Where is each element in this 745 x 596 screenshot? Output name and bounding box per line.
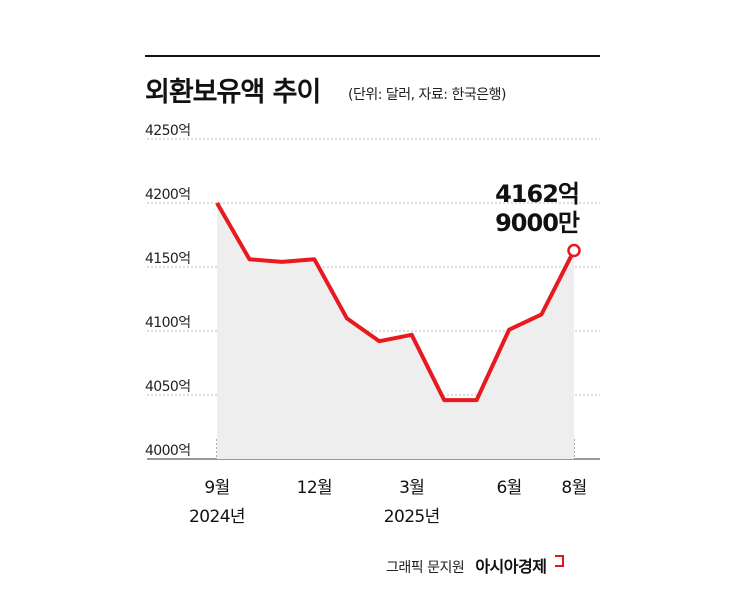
credit-brand: 아시아경제 bbox=[475, 557, 547, 576]
credit-author: 그래픽 문지원 bbox=[386, 560, 465, 576]
credit: 그래픽 문지원 아시아경제 bbox=[386, 553, 564, 577]
line-layer bbox=[215, 202, 581, 403]
y-tick-label: 4150억 bbox=[145, 251, 191, 267]
top-rule bbox=[145, 55, 600, 57]
x-tick-label: 6월 bbox=[496, 478, 521, 498]
annotation-label: 9000만 bbox=[495, 209, 580, 237]
x-tick-label: 9월 bbox=[204, 478, 229, 498]
x-tick-label: 2024년 bbox=[189, 507, 245, 527]
y-tick-label: 4050억 bbox=[145, 379, 191, 395]
end-point-marker bbox=[567, 243, 581, 258]
y-tick-label: 4000억 bbox=[145, 443, 191, 459]
y-tick-label: 4200억 bbox=[145, 187, 191, 203]
area-layer bbox=[217, 203, 574, 459]
annotation-label: 4162억 bbox=[495, 180, 579, 208]
chart-title: 외환보유액 추이 bbox=[145, 77, 321, 108]
x-tick-label: 2025년 bbox=[384, 507, 440, 527]
chart-subtitle: (단위: 달러, 자료: 한국은행) bbox=[348, 87, 506, 103]
x-tick-label: 8월 bbox=[561, 478, 586, 498]
y-tick-label: 4250억 bbox=[145, 123, 191, 139]
brand-mark-icon bbox=[554, 555, 564, 567]
area-fill bbox=[217, 203, 574, 459]
x-tick-label: 12월 bbox=[297, 478, 332, 498]
x-axis-ticks: 9월 2024년 12월 3월 2025년 6월 8월 bbox=[189, 478, 587, 527]
y-axis-ticks: 4250억 4200억 4150억 4100억 4050억 4000억 bbox=[145, 123, 191, 459]
series-line bbox=[215, 202, 576, 403]
x-tick-label: 3월 bbox=[399, 478, 424, 498]
y-tick-label: 4100억 bbox=[145, 315, 191, 331]
